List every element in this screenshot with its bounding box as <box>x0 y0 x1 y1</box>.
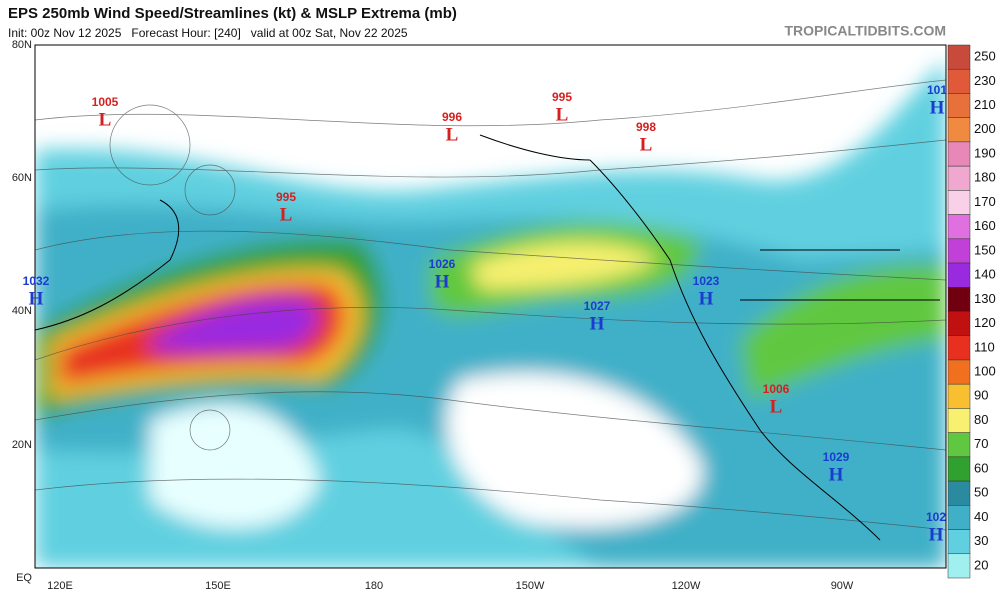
title: EPS 250mb Wind Speed/Streamlines (kt) & … <box>8 5 457 22</box>
map-frame <box>34 44 947 569</box>
lat-label: 20N <box>12 439 32 451</box>
lat-label: EQ <box>16 572 32 584</box>
colorbar-swatch <box>947 165 971 191</box>
colorbar-swatch <box>947 432 971 458</box>
colorbar-swatch <box>947 44 971 70</box>
colorbar-label: 90 <box>974 388 988 403</box>
colorbar-label: 70 <box>974 436 988 451</box>
colorbar-label: 210 <box>974 97 996 112</box>
site-name: TROPICALTIDBITS.COM <box>784 23 946 39</box>
pressure-value: 102 <box>926 510 946 524</box>
colorbar-swatch <box>947 359 971 385</box>
colorbar-label: 150 <box>974 242 996 257</box>
colorbar-swatch <box>947 287 971 312</box>
pressure-symbol: H <box>929 524 944 545</box>
pressure-value: 1006 <box>763 382 790 396</box>
colorbar-label: 250 <box>974 49 996 64</box>
pressure-value: 998 <box>636 120 656 134</box>
colorbar: 250 230 210 200 190 180 170 160 150 140 130 120 110 1… <box>947 44 996 579</box>
pressure-symbol: H <box>699 288 714 309</box>
colorbar-label: 170 <box>974 194 996 209</box>
colorbar-swatch <box>947 408 971 433</box>
map-field <box>35 45 946 568</box>
coastlines <box>35 134 940 541</box>
colorbar-label: 30 <box>974 533 988 548</box>
pressure-value: 995 <box>552 90 572 104</box>
pressure-symbol: L <box>99 109 112 130</box>
pressure-symbol: L <box>640 134 653 155</box>
colorbar-swatch <box>947 529 971 555</box>
pressure-value: 1032 <box>23 274 50 288</box>
lon-label: 120E <box>47 580 73 592</box>
colorbar-swatch <box>947 335 971 361</box>
pressure-symbol: H <box>829 464 844 485</box>
colorbar-label: 40 <box>974 509 988 524</box>
colorbar-swatch <box>947 190 971 215</box>
colorbar-swatch <box>947 93 971 118</box>
pressure-value: 995 <box>276 190 296 204</box>
colorbar-label: 160 <box>974 218 996 233</box>
colorbar-swatch <box>947 505 971 530</box>
colorbar-swatch <box>947 383 971 409</box>
subtitle: Init: 00z Nov 12 2025 Forecast Hour: [24… <box>8 26 408 40</box>
pressure-value: 1005 <box>92 95 119 109</box>
wind-shading <box>35 60 946 568</box>
lat-label: 60N <box>12 172 32 184</box>
pressure-symbol: H <box>29 288 44 309</box>
colorbar-swatch <box>947 238 971 264</box>
pressure-symbol: L <box>556 104 569 125</box>
lon-label: 150E <box>205 580 231 592</box>
colorbar-label: 80 <box>974 412 988 427</box>
pressure-symbol: L <box>770 396 783 417</box>
colorbar-swatch <box>947 480 971 506</box>
pressure-symbol: H <box>435 271 450 292</box>
colorbar-swatch <box>947 214 971 240</box>
pressure-symbol: H <box>590 313 605 334</box>
pressure-symbol: H <box>930 97 945 118</box>
lon-label: 120W <box>672 580 701 592</box>
lat-label: 40N <box>12 305 32 317</box>
axis-labels: 80N 60N 40N 20N EQ 120E 150E 180 150W 120W 90W <box>12 39 854 592</box>
colorbar-swatch <box>947 262 971 288</box>
colorbar-swatch <box>947 311 971 336</box>
colorbar-label: 200 <box>974 121 996 136</box>
colorbar-label: 230 <box>974 73 996 88</box>
pressure-symbol: L <box>446 124 459 145</box>
colorbar-label: 130 <box>974 291 996 306</box>
colorbar-label: 50 <box>974 485 988 500</box>
colorbar-label: 120 <box>974 315 996 330</box>
colorbar-label: 20 <box>974 557 988 572</box>
pressure-value: 1029 <box>823 450 850 464</box>
colorbar-label: 180 <box>974 170 996 185</box>
pressure-symbol: L <box>280 204 293 225</box>
colorbar-label: 60 <box>974 460 988 475</box>
colorbar-swatch <box>947 141 971 167</box>
pressure-value: 1026 <box>429 257 456 271</box>
colorbar-label: 110 <box>974 339 995 354</box>
colorbar-swatch <box>947 456 971 482</box>
lat-label: 80N <box>12 39 32 51</box>
colorbar-label: 100 <box>974 364 996 379</box>
colorbar-label: 140 <box>974 267 996 282</box>
pressure-value: 1023 <box>693 274 720 288</box>
lon-label: 150W <box>516 580 545 592</box>
colorbar-label: 190 <box>974 145 996 160</box>
colorbar-swatch <box>947 68 971 94</box>
streamlines <box>35 79 946 531</box>
pressure-value: 996 <box>442 110 462 124</box>
lon-label: 90W <box>831 580 854 592</box>
pressure-value: 101 <box>927 83 947 97</box>
colorbar-swatch <box>947 117 971 143</box>
colorbar-swatch <box>947 553 971 579</box>
pressure-value: 1027 <box>584 299 611 313</box>
lon-label: 180 <box>365 580 383 592</box>
